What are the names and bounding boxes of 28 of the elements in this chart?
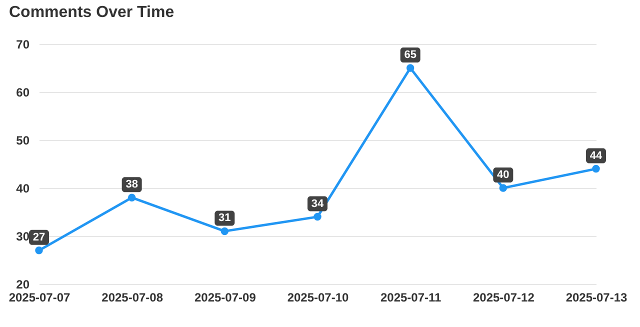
data-label: 38 [126, 178, 138, 191]
point [128, 194, 136, 202]
point [499, 184, 508, 192]
point [220, 227, 229, 236]
data-label: 65 [404, 49, 416, 61]
x-tick-label: 2025-07-07 [8, 290, 71, 304]
y-tick-label: 20 [16, 278, 30, 292]
chart-title: Comments Over Time [9, 4, 174, 21]
point [35, 246, 43, 254]
data-label: 27 [32, 231, 46, 244]
x-tick-label: 2025-07-10 [287, 290, 350, 304]
y-tick-label: 50 [16, 134, 30, 148]
y-tick-label: 30 [16, 230, 30, 244]
x-tick-label: 2025-07-12 [472, 290, 535, 304]
y-tick-label: 40 [16, 182, 30, 196]
x-tick-label: 2025-07-13 [566, 290, 628, 304]
y-tick-label: 70 [16, 38, 30, 52]
point [406, 64, 414, 72]
x-tick-label: 2025-07-09 [194, 290, 256, 304]
data-label: 34 [311, 198, 324, 210]
data-label: 44 [590, 150, 603, 162]
point [314, 212, 322, 221]
point [592, 164, 600, 173]
y-tick-label: 60 [16, 86, 30, 100]
data-label: 31 [218, 212, 231, 224]
data-label: 40 [497, 169, 510, 181]
x-tick-label: 2025-07-11 [380, 290, 442, 304]
x-tick-label: 2025-07-08 [102, 290, 164, 304]
